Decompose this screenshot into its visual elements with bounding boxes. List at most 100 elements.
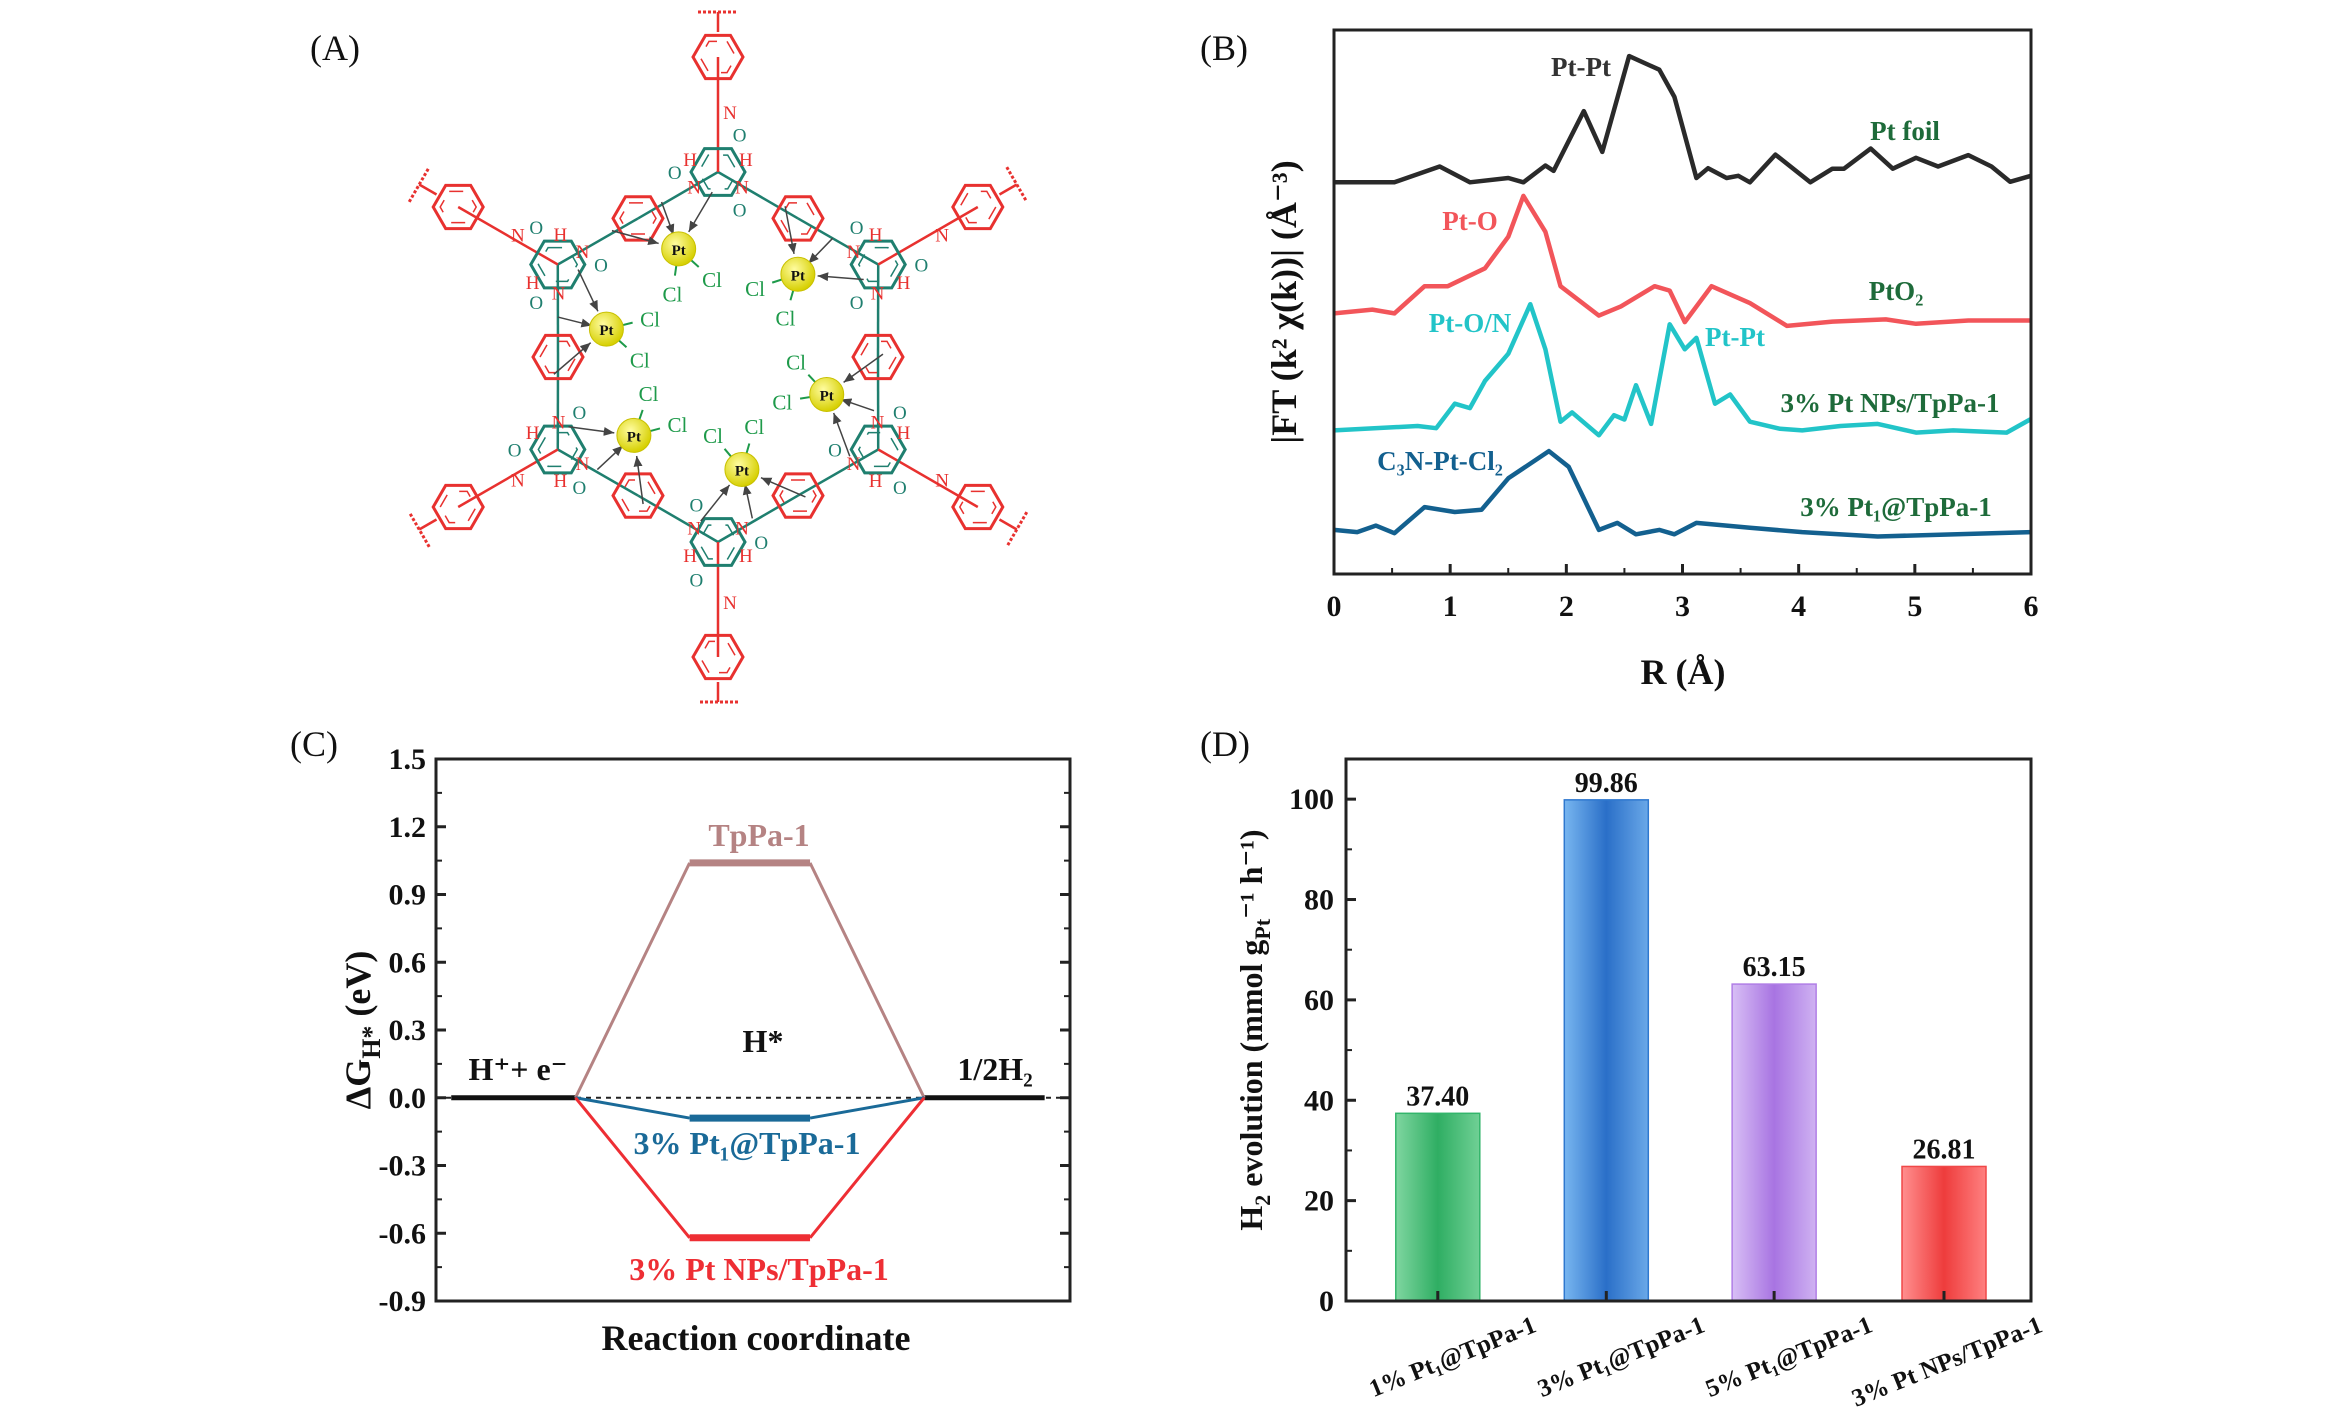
bar-2 [1731,983,1817,1302]
imine-bond [717,170,799,220]
y-tick-label: 60 [1304,984,1334,1017]
bar-value-label: 63.15 [1743,952,1806,983]
annotation-pt-pt-foil: Pt-Pt [1551,52,1611,82]
triformylphloroglucinol-ring [529,424,587,475]
series-line-0 [1334,53,2032,185]
y-tick-label: 0.6 [389,946,427,979]
amine-bond [877,205,979,266]
x-axis-ticks: 0 1 2 3 4 5 6 [1327,564,2039,623]
panel-d-bar-chart: 37.40 1% Pt₁@TpPa-1 99.86 3% Pt₁@TpPa-1 63.1… [1233,757,2047,1413]
phenylenediamine-ring [851,333,905,381]
coordination-arrow [817,272,864,282]
outer-phenylene-ring-inner [699,640,737,674]
imine-bond [637,170,719,220]
imine-bond [797,448,879,497]
chlorine-atom-label: Cl [662,282,682,306]
platinum-atom [780,256,816,292]
chlorine-atom-label: Cl [639,382,659,406]
extension-bond [418,183,438,196]
chlorine-atom-label: Cl [640,307,660,331]
series-label-pt1: 3% Pt₁@TpPa-1 [634,1125,861,1161]
coordination-arrow [611,229,659,245]
hydrogen-atom-label: H [526,423,540,444]
nitrogen-atom-label: N [935,226,949,247]
oxygen-atom-label: O [573,403,587,424]
nitrogen-atom-label: N [723,103,737,124]
oxygen-atom-label: O [573,478,587,499]
imine-bond [557,217,639,266]
truncation-mark [407,511,431,548]
outer-phenylene-ring [951,483,1005,531]
bar-0 [1395,1112,1481,1302]
truncation-mark [407,166,431,203]
y-axis-label: H2 evolution (mmol gPt⁻¹ h⁻¹) [1233,829,1275,1230]
outer-phenylene-ring-inner [958,190,997,224]
series-line-2 [1333,301,2033,438]
y-label-part: ⁻¹ h⁻¹) [1233,829,1269,918]
x-tick-label: 1% Pt₁@TpPa-1 [1366,1312,1540,1403]
triformylphloroglucinol-ring [689,517,747,567]
platinum-atom-label: Pt [820,388,834,404]
oxygen-atom-label: O [733,126,747,147]
hydrogen-atom-label: H [739,150,753,171]
y-axis-ticks: -0.9 -0.6 -0.3 0.0 0.3 0.6 0.9 1.2 1.5 [379,743,1070,1318]
oxygen-atom-label: O [893,403,907,424]
phenylenediamine-ring [771,195,825,242]
triformylphloroglucinol-ring-inner [857,246,899,283]
coordination-arrow [577,269,599,312]
annotation-pt-nps: 3% Pt NPs/TpPa-1 [1781,388,2000,418]
nitrogen-atom-label: N [687,518,701,539]
platinum-atom [809,376,845,412]
bar-1 [1563,799,1650,1302]
nitrogen-atom-label: N [735,518,749,539]
oxygen-atom-label: O [668,163,682,184]
chlorine-atom-label: Cl [745,277,765,301]
nitrogen-atom-label: N [847,242,861,263]
phenylenediamine-ring-inner [619,202,657,235]
platinum-atom-label: Pt [599,323,613,339]
imine-bond [557,448,639,497]
oxygen-atom-label: O [529,218,543,239]
coordination-arrow [832,412,851,457]
chlorine-atom-label: Cl [776,307,796,331]
x-tick-label: 0 [1327,590,1342,623]
annotation-pto2: PtO₂ [1869,276,1924,306]
y-label-sub: 2 [1250,1195,1275,1206]
axis-ticks: 0 20 40 60 80 100 [1289,783,1356,1318]
hydrogen-atom-label: H [897,273,911,294]
chlorine-atom-label: Cl [703,424,723,448]
outer-phenylene-ring [691,633,745,681]
x-tick-label: 3% Pt₁@TpPa-1 [1534,1312,1708,1403]
plot-frame [1344,757,2033,1303]
triformylphloroglucinol-ring-inner [537,246,579,283]
truncation-mark [1005,511,1029,548]
exafs-curves [1333,53,2033,539]
imine-bond [637,494,719,544]
y-tick-label: -0.9 [379,1285,427,1318]
coordination-arrow [660,201,675,236]
oxygen-atom-label: O [915,256,929,277]
extension-bond [998,183,1018,196]
series-line-1 [1333,193,2031,329]
oxygen-atom-label: O [733,200,747,221]
panel-b-exafs-chart: 0 1 2 3 4 5 6 R (Å) |FT (k² χ(k))| (Å⁻³) Pt-Pt… [1264,28,2039,692]
chlorine-atom-label: Cl [630,348,650,372]
panel-label-d: (D) [1200,724,1250,764]
triformylphloroglucinol-ring-inner [697,154,739,190]
panel-label-a: (A) [310,28,360,68]
panel-label-c: (C) [290,724,338,764]
nitrogen-atom-label: N [723,593,737,614]
extension-bond [418,518,438,531]
bars: 37.40 1% Pt₁@TpPa-1 99.86 3% Pt₁@TpPa-1 63.1… [1366,768,2047,1413]
x-axis-label: Reaction coordinate [602,1318,911,1358]
triformylphloroglucinol-ring-inner [537,431,579,468]
state-label-initial: H⁺+ e⁻ [468,1051,567,1087]
oxygen-atom-label: O [529,293,543,314]
hydrogen-atom-label: H [739,546,753,567]
outer-phenylene-ring-inner [439,490,478,524]
y-tick-label: -0.6 [379,1217,427,1250]
series-line-3 [1333,448,2032,539]
x-tick-label: 3 [1675,590,1690,623]
truncation-mark [1005,166,1029,203]
